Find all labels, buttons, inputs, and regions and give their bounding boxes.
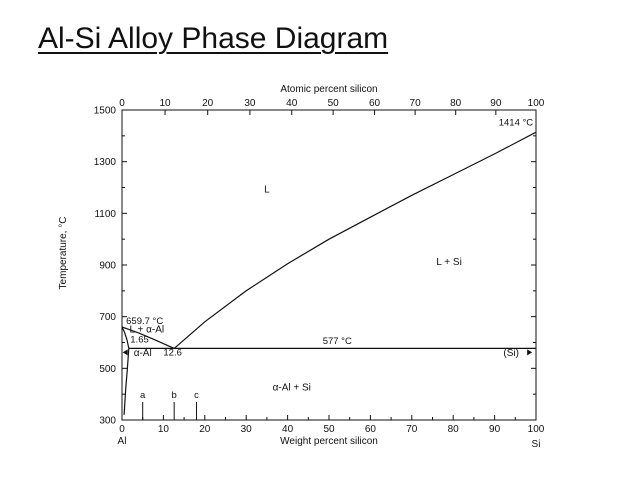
top-tick-label: 60 — [369, 98, 381, 109]
plot-frame — [121, 109, 537, 421]
composition-marker-label: a — [140, 390, 146, 401]
region-label: L + α-Al — [130, 325, 165, 336]
slide-title: Al-Si Alloy Phase Diagram — [38, 22, 389, 55]
annotation-label: 1414 °C — [499, 118, 534, 129]
y-tick-label: 300 — [99, 416, 116, 427]
x-tick-label: 20 — [199, 424, 211, 435]
region-label: L + Si — [436, 257, 461, 268]
y-tick-label: 900 — [99, 261, 116, 272]
x-tick-label: 90 — [489, 424, 501, 435]
top-axis-title: Atomic percent silicon — [280, 84, 377, 95]
top-tick-label: 20 — [202, 98, 214, 109]
annotation-label: 1.65 — [130, 335, 149, 346]
x-axis-title: Weight percent silicon — [280, 436, 378, 447]
annotation-label: 577 °C — [323, 336, 352, 347]
region-label: α-Al + Si — [273, 382, 311, 393]
x-tick-label: 50 — [323, 424, 335, 435]
phase-boundaries — [121, 131, 537, 420]
si-arrow — [527, 349, 533, 356]
top-tick-label: 80 — [450, 98, 462, 109]
top-tick-label: 10 — [159, 98, 171, 109]
x-tick-label: 30 — [241, 424, 253, 435]
x-tick-label: 10 — [158, 424, 170, 435]
top-tick-label: 70 — [410, 98, 422, 109]
composition-marker-label: c — [194, 390, 199, 401]
region-label: L — [264, 185, 270, 196]
x-end-label-si: Si — [532, 439, 541, 450]
top-tick-label: 0 — [119, 98, 125, 109]
solvus-curve — [123, 348, 130, 415]
top-tick-label: 40 — [286, 98, 298, 109]
liquidus-al-curve — [121, 326, 175, 349]
y-tick-label: 1300 — [94, 157, 117, 168]
liquidus-si-curve — [173, 131, 537, 349]
y-tick-label: 1100 — [94, 209, 116, 220]
x-tick-label: 60 — [365, 424, 377, 435]
top-tick-label: 50 — [328, 98, 340, 109]
x-end-label-al: Al — [118, 436, 127, 447]
x-tick-label: 100 — [528, 424, 545, 435]
y-axis-title: Temperature, °C — [58, 217, 69, 290]
region-label: (Si) — [503, 348, 519, 359]
x-tick-label: 40 — [282, 424, 294, 435]
x-tick-label: 70 — [406, 424, 418, 435]
plot-axes: 0 10 20 30 40 50 60 70 80 90 100 0 10 20 30 40 50 60 70 80 9… — [94, 98, 545, 435]
y-tick-label: 1500 — [94, 106, 117, 117]
y-tick-label: 500 — [99, 364, 116, 375]
alpha-al-arrow — [122, 349, 128, 356]
annotation-label: 659.7 °C — [126, 316, 163, 327]
top-tick-label: 30 — [244, 98, 256, 109]
solidus-curve — [121, 326, 130, 349]
region-label: α-Al — [134, 348, 152, 359]
x-tick-label: 80 — [448, 424, 460, 435]
diagram-labels: a b c L L + Si L + α-Al α-Al α-Al + Si (Si) 1414 … — [122, 118, 534, 401]
annotation-label: 12.6 — [163, 348, 182, 359]
y-tick-label: 700 — [99, 312, 116, 323]
top-tick-label: 90 — [490, 98, 502, 109]
composition-marker-label: b — [172, 390, 177, 401]
x-tick-label: 0 — [119, 424, 125, 435]
top-tick-label: 100 — [528, 98, 545, 109]
